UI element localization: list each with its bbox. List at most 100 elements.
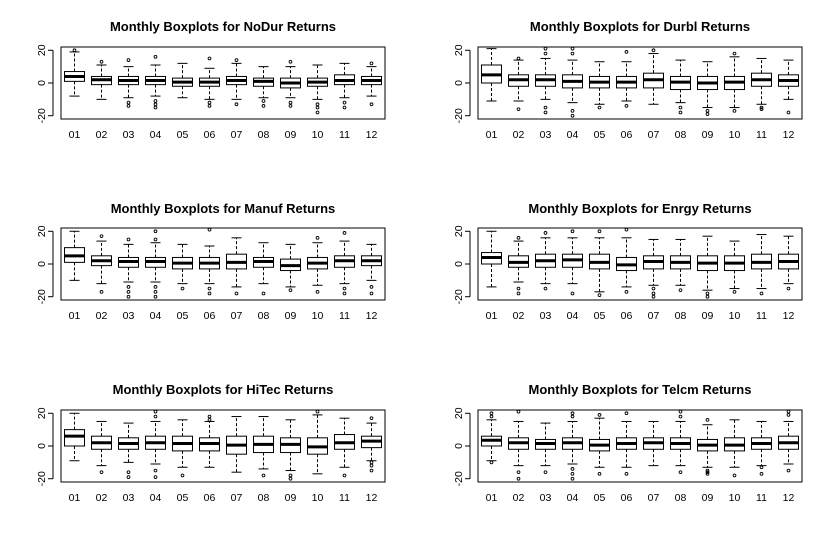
x-tick-label: 09 — [285, 129, 297, 141]
outlier-point — [153, 237, 158, 242]
outlier-point — [207, 417, 212, 422]
x-tick-label: 11 — [339, 129, 350, 141]
box-month-01 — [64, 412, 85, 462]
outlier-point — [678, 110, 683, 115]
x-tick-label: 06 — [204, 310, 216, 322]
x-tick-label: 08 — [675, 129, 687, 141]
box-month-09 — [697, 417, 718, 476]
box-month-01 — [64, 48, 85, 97]
y-tick-label: -20 — [453, 289, 465, 304]
box-month-07 — [643, 48, 664, 105]
x-tick-label: 06 — [621, 310, 633, 322]
outlier-point — [288, 476, 293, 481]
boxplot-panel-1: Monthly Boxplots for NoDur Returns-20020… — [36, 19, 386, 141]
outlier-point — [732, 289, 737, 294]
y-tick-label: 20 — [36, 407, 48, 419]
box-month-03 — [118, 58, 139, 108]
outlier-point — [759, 105, 764, 110]
outlier-point — [261, 473, 266, 478]
outlier-point — [570, 471, 575, 476]
y-tick-label: 0 — [36, 80, 48, 86]
outlier-point — [570, 476, 575, 481]
x-tick-label: 10 — [729, 129, 741, 141]
box-month-05 — [589, 229, 610, 297]
box-month-11 — [334, 231, 355, 296]
outlier-point — [126, 294, 131, 299]
outlier-point — [516, 476, 521, 481]
x-tick-label: 10 — [729, 492, 741, 504]
x-tick-label: 11 — [756, 129, 767, 141]
outlier-point — [153, 229, 158, 234]
outlier-point — [315, 409, 320, 414]
x-tick-label: 04 — [567, 129, 579, 141]
x-tick-label: 05 — [594, 129, 606, 141]
outlier-point — [126, 104, 131, 108]
outlier-point — [207, 291, 212, 296]
outlier-point — [153, 468, 158, 473]
plot-frame — [477, 46, 803, 120]
outlier-point — [153, 294, 158, 299]
outlier-point — [732, 51, 737, 56]
x-tick-label: 04 — [567, 310, 579, 322]
boxplot-panel-5: Monthly Boxplots for HiTec Returns-20020… — [36, 382, 386, 504]
x-tick-label: 09 — [702, 310, 714, 322]
x-tick-label: 02 — [513, 310, 525, 322]
box-month-10 — [724, 419, 745, 478]
outlier-point — [126, 100, 131, 105]
x-tick-label: 01 — [486, 310, 498, 322]
box-month-02 — [508, 56, 529, 112]
x-tick-label: 09 — [702, 129, 714, 141]
x-tick-label: 06 — [621, 492, 633, 504]
chart-title: Monthly Boxplots for Manuf Returns — [111, 201, 336, 216]
box-month-03 — [118, 422, 139, 479]
box-month-08 — [253, 66, 274, 108]
y-tick-label: 20 — [36, 44, 48, 56]
y-tick-label: -20 — [36, 108, 48, 123]
outlier-point — [261, 99, 266, 103]
y-tick-label: 20 — [36, 225, 48, 237]
box-month-11 — [751, 420, 772, 476]
chart-title: Monthly Boxplots for Telcm Returns — [529, 382, 752, 397]
y-tick-label: 0 — [453, 443, 465, 449]
x-tick-label: 03 — [123, 310, 135, 322]
box-month-09 — [280, 419, 301, 481]
y-tick-label: -20 — [453, 108, 465, 123]
outlier-point — [234, 58, 239, 62]
box-month-10 — [724, 51, 745, 113]
box-month-01 — [64, 230, 85, 281]
x-tick-label: 01 — [69, 129, 81, 141]
outlier-point — [624, 227, 629, 232]
outlier-point — [180, 473, 185, 478]
box-month-07 — [226, 58, 247, 107]
outlier-point — [315, 289, 320, 294]
box-month-10 — [724, 240, 745, 294]
outlier-point — [570, 46, 575, 51]
box-month-11 — [751, 57, 772, 112]
x-tick-label: 08 — [675, 310, 687, 322]
outlier-point — [543, 470, 548, 475]
box-month-07 — [226, 416, 247, 473]
outlier-point — [153, 475, 158, 479]
box-month-03 — [535, 422, 556, 475]
x-tick-label: 06 — [204, 492, 216, 504]
box-month-07 — [226, 237, 247, 296]
box-month-08 — [670, 409, 691, 475]
outlier-point — [786, 286, 791, 291]
x-tick-label: 02 — [513, 129, 525, 141]
outlier-point — [369, 468, 374, 473]
y-tick-label: -20 — [36, 471, 48, 486]
x-tick-label: 01 — [486, 129, 498, 141]
outlier-point — [570, 414, 575, 419]
outlier-point — [651, 291, 656, 296]
outlier-point — [570, 51, 575, 56]
box-month-04 — [562, 229, 583, 296]
x-tick-label: 11 — [339, 492, 350, 504]
outlier-point — [261, 291, 266, 296]
outlier-point — [234, 102, 239, 107]
outlier-point — [153, 289, 158, 294]
box-month-08 — [670, 59, 691, 115]
box-month-01 — [481, 230, 502, 288]
outlier-point — [126, 285, 131, 289]
x-tick-label: 06 — [204, 129, 216, 141]
